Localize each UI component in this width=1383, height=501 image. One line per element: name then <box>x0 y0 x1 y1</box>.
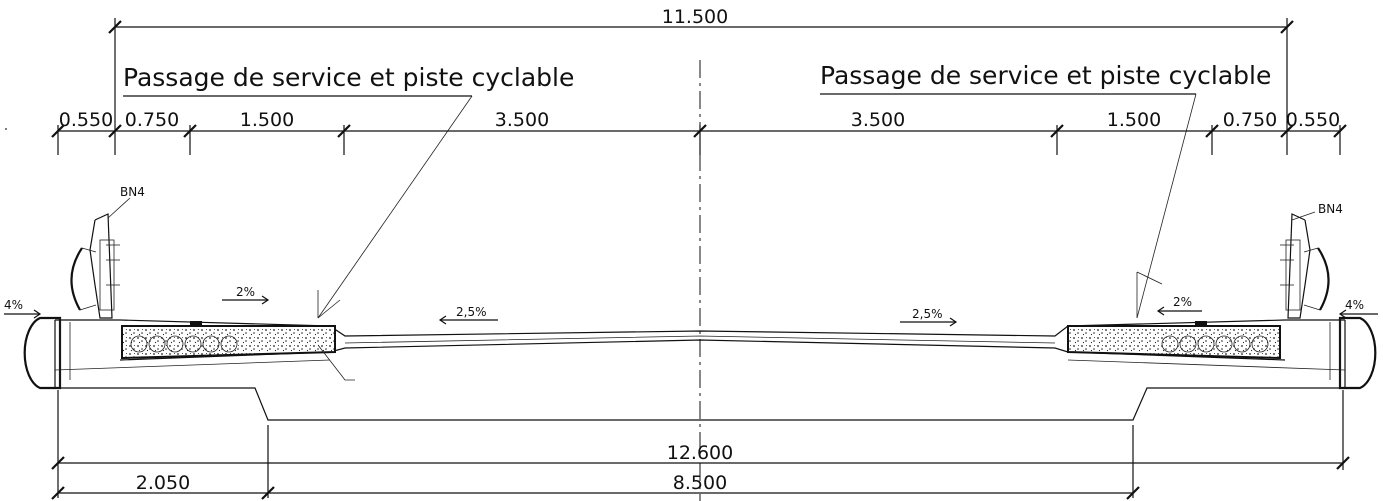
left-walk-slope: 2% <box>236 285 255 299</box>
dim-total-top: 11.500 <box>662 6 728 28</box>
dim-right-cycle: 0.750 <box>1223 109 1277 131</box>
dim-left-service: 1.500 <box>240 109 294 131</box>
left-edge-cap <box>25 318 70 388</box>
dim-right-service: 1.500 <box>1107 109 1161 131</box>
dim-bottom-center: 8.500 <box>673 472 727 494</box>
left-walkway-fill <box>122 321 335 358</box>
slope-annotations: 4% 4% 2% 2% 2,5% 2,5% <box>4 285 1378 326</box>
right-barrier-label: BN4 <box>1318 202 1343 216</box>
right-road-slope: 2,5% <box>912 307 943 321</box>
left-barrier-bn4 <box>71 198 130 318</box>
dim-left-cycle: 0.750 <box>125 109 179 131</box>
dim-right-edge: 0.550 <box>1286 109 1340 131</box>
dim-right-lane: 3.500 <box>851 109 905 131</box>
dim-total-bottom: 12.600 <box>667 442 733 464</box>
right-walk-slope: 2% <box>1173 295 1192 309</box>
left-edge-slope: 4% <box>4 298 23 312</box>
dim-left-edge: 0.550 <box>59 109 113 131</box>
section-dimensions: 0.550 0.750 1.500 3.500 3.500 1.500 0.75… <box>52 109 1346 155</box>
right-edge-slope: 4% <box>1345 298 1364 312</box>
left-barrier-label: BN4 <box>120 185 145 199</box>
right-title: Passage de service et piste cyclable <box>820 61 1271 90</box>
left-title: Passage de service et piste cyclable <box>123 63 574 92</box>
right-edge-cap <box>1330 318 1375 388</box>
left-road-slope: 2,5% <box>456 305 487 319</box>
dim-left-lane: 3.500 <box>495 109 549 131</box>
right-walkway-fill <box>1068 321 1280 358</box>
right-barrier-bn4 <box>1280 212 1329 318</box>
dim-bottom-left: 2.050 <box>136 472 190 494</box>
